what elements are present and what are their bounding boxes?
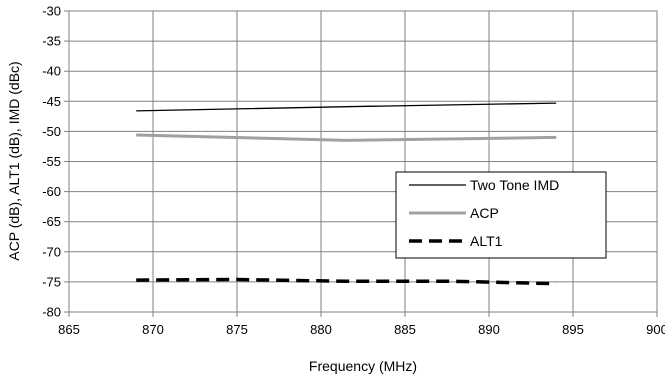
legend-label-3: ALT1 [470, 233, 503, 249]
series-line-3 [136, 277, 557, 286]
y-tick-labels: -30 -35 -40 -45 -50 -55 -60 -65 -70 -75 -80 [42, 4, 61, 320]
y-tick-label: -80 [42, 305, 61, 320]
legend-box [395, 171, 607, 259]
x-axis-title: Frequency (MHz) [309, 358, 417, 374]
x-tick-label: 885 [394, 322, 416, 337]
y-tick-label: -45 [42, 94, 61, 109]
y-tick-label: -35 [42, 34, 61, 49]
y-tick-label: -50 [42, 124, 61, 139]
x-tick-label: 900 [646, 322, 665, 337]
series-line-1 [136, 102, 557, 112]
y-tick-label: -75 [42, 274, 61, 289]
x-tick-label: 870 [142, 322, 164, 337]
legend-label-1: Two Tone IMD [470, 177, 559, 193]
y-tick-label: -30 [42, 4, 61, 19]
y-tick-label: -55 [42, 154, 61, 169]
series-line-2 [136, 133, 557, 142]
series-lines [136, 102, 557, 286]
y-tick-label: -70 [42, 244, 61, 259]
y-tick-label: -65 [42, 214, 61, 229]
x-tick-label: 875 [226, 322, 248, 337]
y-axis-title: ACP (dB), ALT1 (dB), IMD (dBc) [6, 61, 22, 260]
x-tick-label: 880 [310, 322, 332, 337]
legend: Two Tone IMD ACP ALT1 [395, 171, 607, 259]
x-tick-labels: 865 870 875 880 885 890 895 900 [58, 322, 665, 337]
legend-label-2: ACP [470, 205, 499, 221]
x-tick-label: 895 [562, 322, 584, 337]
y-tick-label: -60 [42, 184, 61, 199]
x-tick-label: 865 [58, 322, 80, 337]
y-tick-label: -40 [42, 64, 61, 79]
x-tick-label: 890 [478, 322, 500, 337]
plot-border [68, 10, 658, 313]
